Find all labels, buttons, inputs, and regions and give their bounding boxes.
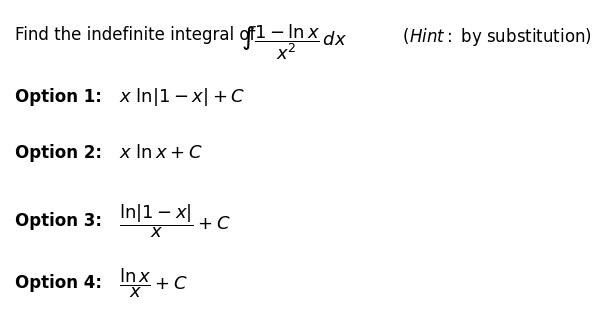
Text: $x\ \ln|1-x| + C$: $x\ \ln|1-x| + C$ xyxy=(119,86,245,108)
Text: Option 4:: Option 4: xyxy=(15,274,102,292)
Text: Option 2:: Option 2: xyxy=(15,144,102,162)
Text: $\int \dfrac{1-\ln x}{x^2}\,dx$: $\int \dfrac{1-\ln x}{x^2}\,dx$ xyxy=(241,23,347,63)
Text: Option 1:: Option 1: xyxy=(15,88,102,106)
Text: $x\ \ln x + C$: $x\ \ln x + C$ xyxy=(119,144,202,162)
Text: Find the indefinite integral of: Find the indefinite integral of xyxy=(15,26,260,44)
Text: $\it{(Hint:}$ by substitution): $\it{(Hint:}$ by substitution) xyxy=(392,26,592,48)
Text: $\dfrac{\ln|1-x|}{x} + C$: $\dfrac{\ln|1-x|}{x} + C$ xyxy=(119,202,230,240)
Text: Option 3:: Option 3: xyxy=(15,212,102,230)
Text: $\dfrac{\ln x}{x} + C$: $\dfrac{\ln x}{x} + C$ xyxy=(119,266,187,300)
